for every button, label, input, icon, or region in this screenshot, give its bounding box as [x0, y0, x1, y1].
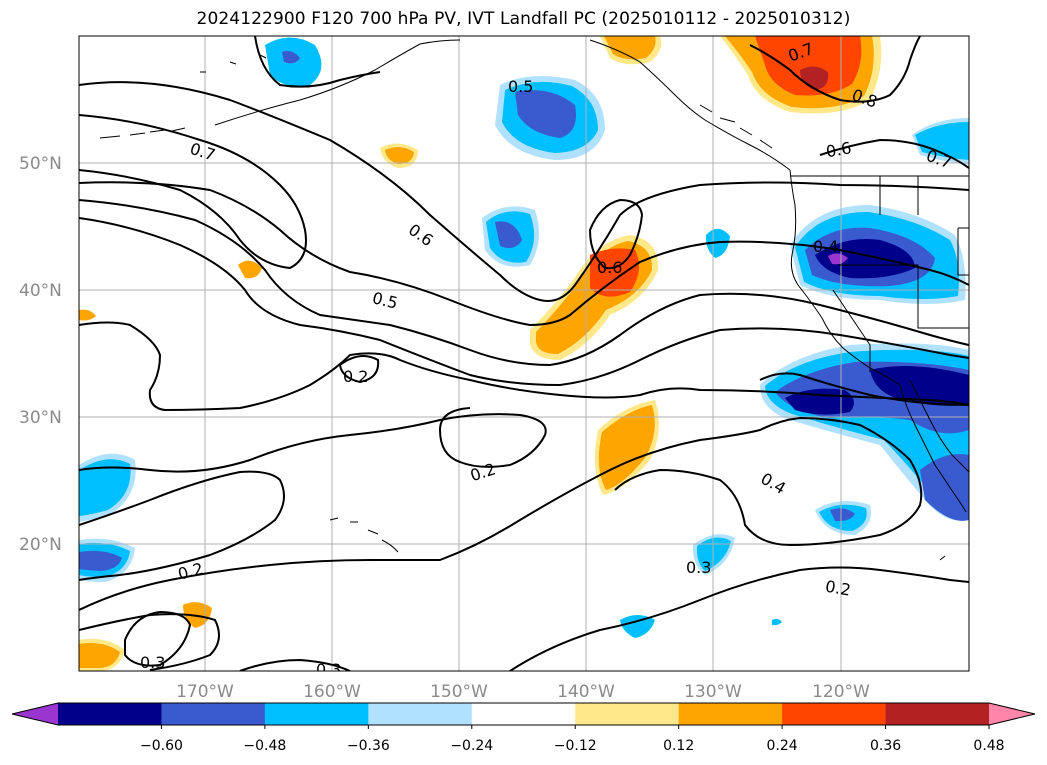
colorbar-tick-label: −0.60: [140, 738, 183, 754]
colorbar-segment: [264, 703, 369, 725]
colorbar-segment: [368, 703, 473, 725]
contour-label: 0.5: [508, 77, 533, 96]
latitude-labels: 50°N 40°N 30°N 20°N: [19, 154, 62, 555]
contour-label: 0.3: [140, 653, 165, 672]
longitude-labels: 170°W 160°W 150°W 140°W 130°W 120°W: [176, 682, 870, 702]
lat-label: 40°N: [19, 281, 62, 301]
colorbar-segment: [885, 703, 990, 725]
colorbar-segment: [575, 703, 680, 725]
colorbar-segment: [782, 703, 887, 725]
colorbar-segment: [161, 703, 266, 725]
colorbar-tick-label: −0.12: [554, 738, 597, 754]
lon-label: 140°W: [557, 682, 615, 702]
map-frame: [78, 35, 970, 672]
colorbar-tick-label: −0.48: [243, 738, 286, 754]
contour-label: 0.6: [824, 138, 852, 161]
colorbar-tick-label: 0.48: [973, 738, 1004, 754]
colorbar-extend-min: [12, 703, 58, 725]
lon-label: 130°W: [684, 682, 742, 702]
lat-label: 20°N: [19, 535, 62, 555]
lon-label: 160°W: [303, 682, 361, 702]
map-title: 2024122900 F120 700 hPa PV, IVT Landfall…: [196, 9, 851, 29]
contour-label: 0.6: [597, 258, 622, 277]
lon-label: 150°W: [430, 682, 488, 702]
lat-label: 30°N: [19, 408, 62, 428]
contour-label: 0.4: [813, 237, 838, 256]
shaded-fields: [79, 36, 969, 671]
lat-label: 50°N: [19, 154, 62, 174]
contour-label: 0.3: [686, 558, 711, 577]
colorbar-segment: [471, 703, 576, 725]
colorbar: −0.60 −0.48 −0.36 −0.24 −0.12 0.12 0.24 0.36 0.4…: [11, 702, 1036, 754]
colorbar-tick-label: 0.12: [663, 738, 694, 754]
colorbar-tick-label: −0.36: [347, 738, 390, 754]
contour-label: 0.2: [343, 367, 368, 386]
contours: [79, 36, 969, 671]
colorbar-tick-label: −0.24: [450, 738, 493, 754]
contour-label: 0.2: [824, 577, 852, 600]
colorbar-tick-label: 0.24: [767, 738, 798, 754]
colorbar-segment: [678, 703, 783, 725]
contour-label: 0.3: [316, 660, 341, 679]
colorbar-segment: [58, 703, 162, 725]
colorbar-outline: [11, 702, 1036, 726]
lon-label: 170°W: [176, 682, 234, 702]
colorbar-tick-label: 0.36: [870, 738, 901, 754]
colorbar-extend-max: [989, 703, 1035, 725]
lon-label: 120°W: [812, 682, 870, 702]
